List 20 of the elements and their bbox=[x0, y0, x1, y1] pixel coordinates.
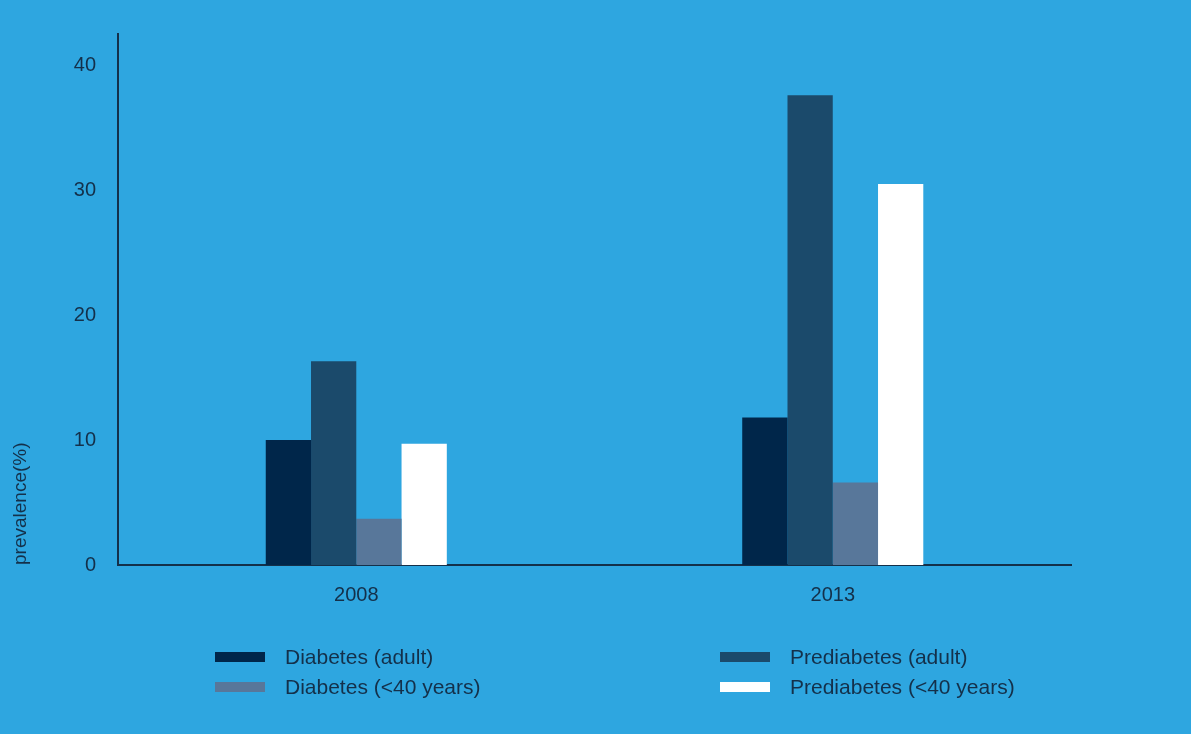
bar bbox=[401, 443, 447, 565]
y-tick-label: 0 bbox=[84, 552, 97, 575]
y-tick-label: 10 bbox=[73, 427, 97, 450]
legend-label: Prediabetes (adult) bbox=[790, 645, 968, 669]
y-axis-title: prevalence(%) bbox=[8, 442, 30, 565]
bar bbox=[787, 95, 833, 565]
legend-label: Diabetes (adult) bbox=[285, 645, 434, 669]
legend-label: Prediabetes (<40 years) bbox=[790, 675, 1015, 699]
y-tick-label: 30 bbox=[73, 177, 97, 200]
bar bbox=[311, 361, 357, 565]
x-tick-label: 2013 bbox=[810, 582, 856, 605]
y-tick-label: 40 bbox=[73, 52, 97, 75]
bar bbox=[878, 183, 924, 565]
x-tick-label: 2008 bbox=[334, 582, 379, 605]
y-tick-label: 20 bbox=[73, 302, 97, 325]
bar bbox=[832, 482, 879, 565]
bar bbox=[356, 518, 402, 565]
bar bbox=[742, 417, 788, 565]
bar bbox=[265, 440, 312, 565]
legend-label: Diabetes (<40 years) bbox=[285, 675, 481, 699]
